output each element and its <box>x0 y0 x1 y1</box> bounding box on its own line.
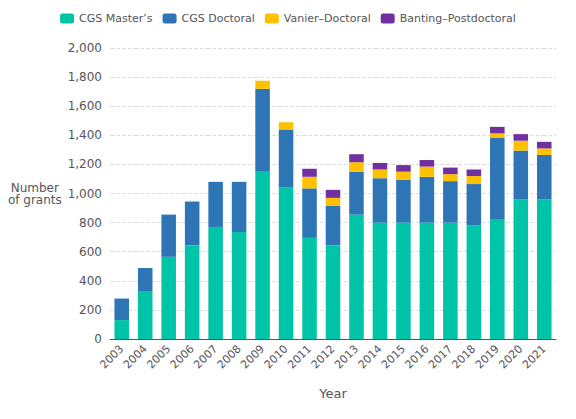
svg-text:2003: 2003 <box>97 342 126 371</box>
svg-text:2006: 2006 <box>168 342 197 371</box>
svg-text:2010: 2010 <box>262 342 291 371</box>
svg-text:2013: 2013 <box>332 342 361 371</box>
svg-text:0: 0 <box>94 332 102 346</box>
svg-text:Number: Number <box>10 180 59 195</box>
svg-text:2005: 2005 <box>144 342 173 371</box>
svg-text:2004: 2004 <box>121 342 150 371</box>
svg-text:2014: 2014 <box>356 342 385 371</box>
svg-text:400: 400 <box>79 274 102 288</box>
svg-text:2017: 2017 <box>426 342 455 371</box>
svg-text:1,400: 1,400 <box>68 128 102 142</box>
svg-text:2008: 2008 <box>215 342 244 371</box>
svg-text:1,200: 1,200 <box>68 157 102 171</box>
svg-text:200: 200 <box>79 303 102 317</box>
svg-text:1,600: 1,600 <box>68 99 102 113</box>
svg-text:800: 800 <box>79 216 102 230</box>
svg-text:600: 600 <box>79 245 102 259</box>
svg-text:2007: 2007 <box>191 342 220 371</box>
svg-text:CGS Master’s: CGS Master’s <box>79 12 153 25</box>
svg-text:2018: 2018 <box>449 342 478 371</box>
svg-text:Banting–Postdoctoral: Banting–Postdoctoral <box>400 12 516 25</box>
svg-text:1,800: 1,800 <box>68 70 102 84</box>
svg-text:2016: 2016 <box>403 342 432 371</box>
svg-text:2012: 2012 <box>309 342 338 371</box>
svg-text:1,000: 1,000 <box>68 187 102 201</box>
svg-text:2021: 2021 <box>520 342 549 371</box>
svg-text:2011: 2011 <box>285 342 314 371</box>
svg-text:2015: 2015 <box>379 342 408 371</box>
svg-text:2019: 2019 <box>473 342 502 371</box>
svg-text:2009: 2009 <box>238 342 267 371</box>
svg-text:Year: Year <box>318 386 347 401</box>
svg-text:CGS Doctoral: CGS Doctoral <box>182 12 255 25</box>
svg-text:2020: 2020 <box>496 342 525 371</box>
svg-text:of grants: of grants <box>8 193 62 207</box>
svg-text:2,000: 2,000 <box>68 41 102 55</box>
svg-text:Vanier–Doctoral: Vanier–Doctoral <box>284 12 371 25</box>
